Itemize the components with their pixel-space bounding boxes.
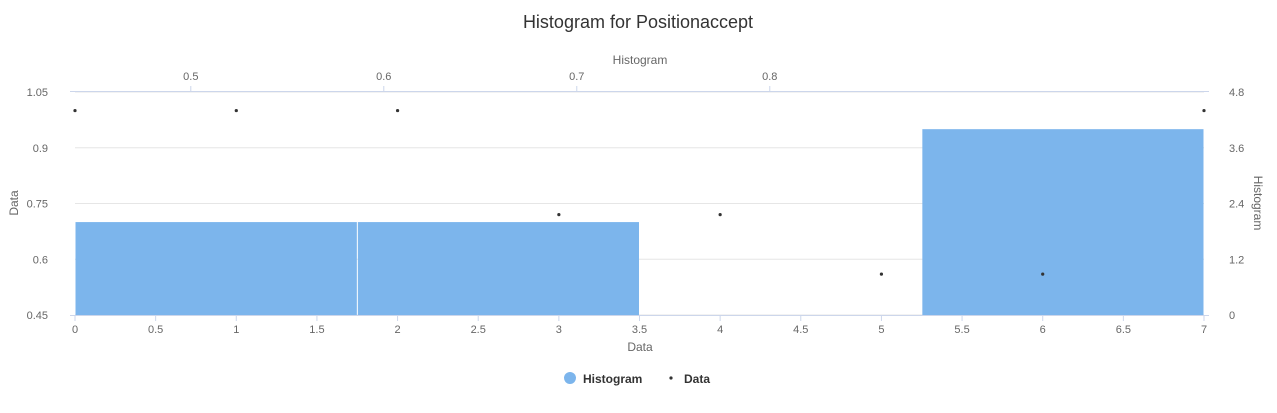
histogram-bars [75,129,1204,315]
histogram-bar [357,222,639,315]
data-point [73,108,77,113]
left-axis-tick-label: 0.75 [27,199,48,211]
bottom-axis-tick-label: 0.5 [148,324,163,336]
data-points [73,108,1206,276]
data-point [1041,272,1045,276]
legend-symbol-data [669,376,673,380]
bottom-axis-tick-label: 6.5 [1116,324,1131,336]
left-axis-tick-label: 0.6 [33,254,48,266]
right-axis-tick-label: 0 [1229,310,1235,322]
data-point [1202,108,1206,113]
histogram-bar [922,129,1204,315]
legend-label: Data [684,372,710,386]
left-axis-tick-label: 1.05 [27,87,48,99]
top-axis-tick-label: 0.5 [183,71,198,83]
top-axis-title: Histogram [613,53,668,67]
chart-title: Histogram for Positionaccept [523,12,753,32]
left-axis-title: Data [7,190,21,216]
bottom-axis-tick-label: 2.5 [471,324,486,336]
data-point [395,108,400,113]
legend-label: Histogram [583,372,642,386]
data-point [557,213,561,217]
left-axis-tick-label: 0.9 [33,143,48,155]
right-axis-tick-label: 1.2 [1229,254,1244,266]
data-point [718,213,722,217]
right-axis-tick-label: 3.6 [1229,143,1244,155]
bottom-axis-tick-label: 5.5 [954,324,969,336]
bottom-axis-tick-label: 2 [395,324,401,336]
data-point [879,272,884,276]
top-axis-tick-label: 0.8 [762,71,777,83]
top-axis-tick-label: 0.6 [376,71,391,83]
right-axis-tick-label: 2.4 [1229,199,1244,211]
right-axis-tick-label: 4.8 [1229,87,1244,99]
bottom-axis-tick-label: 4 [717,324,723,336]
bottom-axis-tick-label: 6 [1040,324,1046,336]
bottom-axis-tick-label: 5 [878,324,884,336]
bottom-axis-tick-label: 3 [556,324,562,336]
axes: 0 0.5 1 1.5 2 2.5 3 3.5 4 4.5 5 5.5 6 6.5 7 0.5 0.6 0.7 0.… [27,71,1245,336]
bottom-axis-tick-label: 1 [233,324,239,336]
bottom-axis-tick-label: 7 [1201,324,1207,336]
legend: Histogram Data [564,372,710,386]
top-axis-tick-label: 0.7 [569,71,584,83]
bottom-axis-tick-label: 4.5 [793,324,808,336]
legend-symbol-histogram [564,372,576,384]
bottom-axis-tick-label: 1.5 [309,324,324,336]
histogram-bar [75,222,357,315]
bottom-axis-tick-label: 3.5 [632,324,647,336]
right-axis-title: Histogram [1251,176,1265,231]
left-axis-tick-label: 0.45 [27,310,48,322]
bottom-axis-title: Data [627,340,653,354]
data-point [234,108,238,113]
bottom-axis-tick-label: 0 [72,324,78,336]
